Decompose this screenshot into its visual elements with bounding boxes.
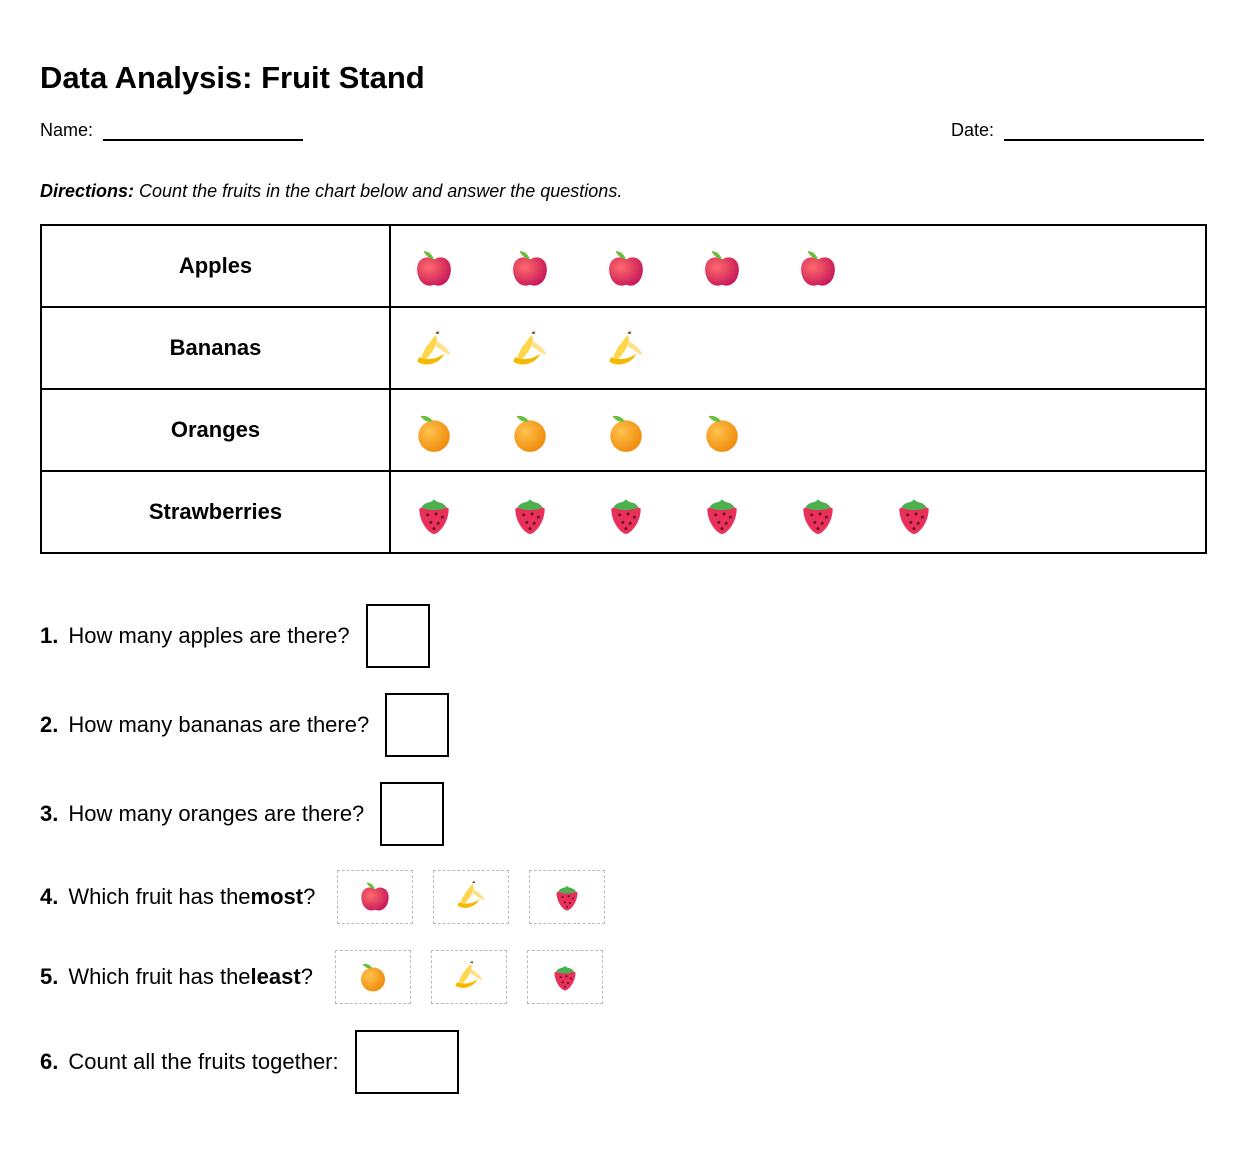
- answer-option[interactable]: [526, 950, 603, 1004]
- question-text: Which fruit has the: [68, 964, 251, 989]
- answer-option[interactable]: [433, 870, 510, 924]
- answer-box[interactable]: [354, 1030, 459, 1094]
- fruit-icon: [417, 331, 451, 365]
- question: 4. Which fruit has the most?: [40, 870, 606, 924]
- directions-label: Directions:: [40, 181, 135, 201]
- banana-icon: [452, 960, 486, 994]
- fruit-label: Oranges: [40, 388, 391, 472]
- question: 2. How many bananas are there?: [40, 693, 450, 757]
- fruit-icons: [389, 388, 1207, 472]
- strawberry-icon: [552, 882, 582, 912]
- pictograph-table: Apples Bananas Oranges Strawberries: [40, 224, 1207, 554]
- answer-option[interactable]: [337, 870, 414, 924]
- fruit-label: Strawberries: [40, 470, 391, 554]
- answer-box[interactable]: [385, 693, 450, 757]
- question: 5. Which fruit has the least?: [40, 950, 603, 1004]
- directions: Directions: Count the fruits in the chart…: [40, 181, 622, 202]
- answer-option[interactable]: [529, 870, 606, 924]
- fruit-icon: [611, 499, 641, 534]
- fruit-icon: [610, 415, 642, 452]
- icon-row: [417, 331, 643, 365]
- directions-text: Count the fruits in the chart below and …: [139, 181, 623, 201]
- table-row: Apples: [40, 224, 1207, 308]
- question: 1. How many apples are there?: [40, 604, 430, 668]
- fruit-icon: [515, 499, 545, 534]
- fruit-icon: [801, 251, 835, 286]
- question-number: 6.: [40, 1049, 59, 1074]
- name-label: Name:: [40, 120, 94, 140]
- name-line: [103, 125, 304, 141]
- question-text: How many oranges are there?: [68, 801, 365, 826]
- orange-icon: [357, 961, 389, 993]
- answer-box[interactable]: [380, 782, 445, 846]
- fruit-icon: [707, 499, 737, 534]
- fruit-icons: [389, 224, 1207, 308]
- date-line: [1004, 125, 1205, 141]
- question-text: Count all the fruits together:: [68, 1049, 339, 1074]
- fruit-icons: [389, 306, 1207, 390]
- fruit-icon: [514, 415, 546, 452]
- icon-row: [419, 499, 929, 534]
- apple-icon: [358, 880, 392, 914]
- answer-box[interactable]: [365, 604, 430, 668]
- date-label: Date:: [951, 120, 995, 140]
- table-row: Strawberries: [40, 470, 1207, 554]
- date-field: Date:: [951, 120, 1205, 141]
- question-end: ?: [300, 964, 313, 989]
- question: 3. How many oranges are there?: [40, 782, 445, 846]
- question-number: 3.: [40, 801, 59, 826]
- question-number: 5.: [40, 964, 59, 989]
- question-emphasis: least: [250, 964, 301, 989]
- table-row: Bananas: [40, 306, 1207, 390]
- question-text: Which fruit has the: [68, 884, 251, 909]
- answer-option[interactable]: [334, 950, 411, 1004]
- fruit-icon: [418, 415, 450, 452]
- answer-option[interactable]: [430, 950, 507, 1004]
- question: 6. Count all the fruits together:: [40, 1030, 459, 1094]
- question-end: ?: [303, 884, 316, 909]
- fruit-icon: [803, 499, 833, 534]
- fruit-label: Apples: [40, 224, 391, 308]
- fruit-label: Bananas: [40, 306, 391, 390]
- fruit-icon: [706, 415, 738, 452]
- question-text: How many bananas are there?: [68, 712, 370, 737]
- table-row: Oranges: [40, 388, 1207, 472]
- fruit-icons: [389, 470, 1207, 554]
- fruit-icon: [705, 251, 739, 286]
- icon-row: [418, 415, 738, 452]
- banana-icon: [454, 880, 488, 914]
- question-number: 4.: [40, 884, 59, 909]
- fruit-icon: [513, 251, 547, 286]
- question-number: 2.: [40, 712, 59, 737]
- question-text: How many apples are there?: [68, 623, 350, 648]
- fruit-icon: [899, 499, 929, 534]
- fruit-icon: [609, 331, 643, 365]
- fruit-icon: [417, 251, 451, 286]
- fruit-icon: [419, 499, 449, 534]
- strawberry-icon: [550, 962, 580, 992]
- fruit-icon: [609, 251, 643, 286]
- title: Data Analysis: Fruit Stand: [40, 60, 425, 95]
- icon-row: [417, 251, 835, 286]
- question-emphasis: most: [250, 884, 304, 909]
- name-field: Name:: [40, 120, 304, 141]
- question-number: 1.: [40, 623, 59, 648]
- fruit-icon: [513, 331, 547, 365]
